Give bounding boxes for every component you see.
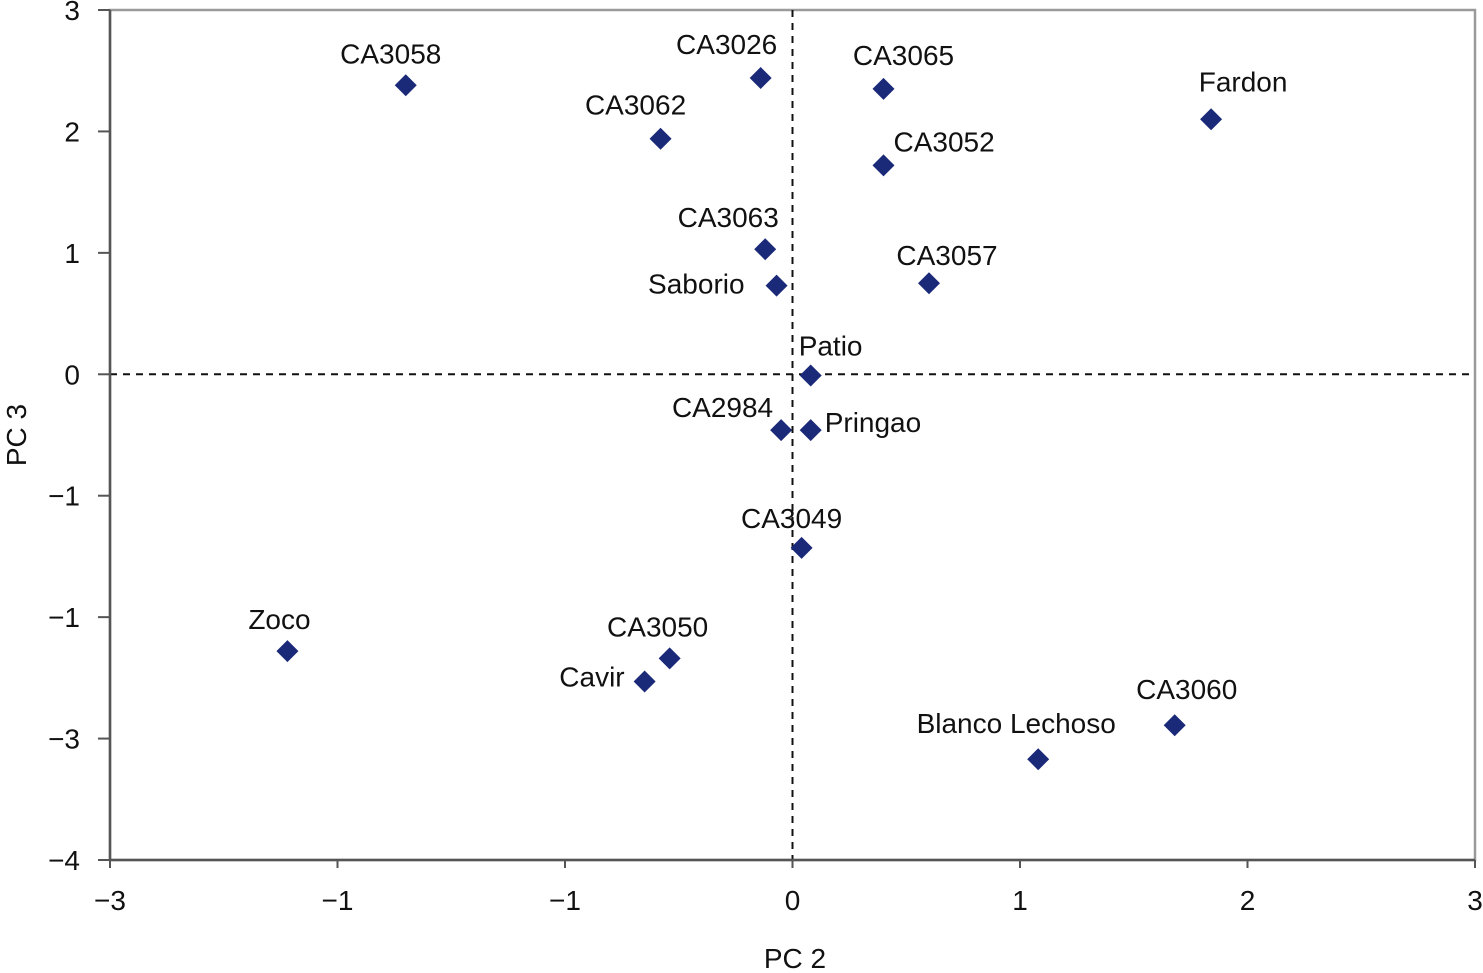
- data-point-ca3060: [1163, 714, 1186, 737]
- point-label: CA3058: [340, 38, 441, 69]
- plot-area: [108, 8, 1477, 862]
- data-point-blanco-lechoso: [1027, 748, 1050, 771]
- x-tick-label: −1: [549, 885, 581, 916]
- data-point-pringao: [799, 419, 822, 442]
- data-point-cavir: [633, 670, 656, 693]
- y-tick-label: 2: [64, 116, 80, 147]
- axes: [108, 10, 1475, 862]
- point-label: CA3049: [741, 503, 842, 534]
- point-label: CA3052: [894, 126, 995, 157]
- point-label: CA2984: [672, 392, 773, 423]
- point-label: CA3062: [585, 90, 686, 121]
- y-tick-label: −4: [48, 845, 80, 876]
- data-point-ca3052: [872, 154, 895, 177]
- point-label: CA3050: [607, 611, 708, 642]
- point-label: CA3057: [896, 240, 997, 271]
- data-point-ca3050: [658, 647, 681, 670]
- x-tick-label: −3: [94, 885, 126, 916]
- point-label: Patio: [799, 331, 863, 362]
- point-label: Pringao: [825, 407, 922, 438]
- data-point-fardon: [1200, 108, 1223, 131]
- data-point-patio: [799, 364, 822, 387]
- y-tick-label: 3: [64, 0, 80, 26]
- data-point-ca3049: [790, 536, 813, 559]
- data-points: [276, 67, 1223, 771]
- data-point-saborio: [765, 274, 788, 297]
- y-axis-title: PC 3: [1, 404, 32, 466]
- x-tick-label: 3: [1467, 885, 1483, 916]
- data-point-ca2984: [770, 419, 793, 442]
- y-tick-label: −1: [48, 481, 80, 512]
- y-tick-label: −1: [48, 602, 80, 633]
- x-axis-ticks: −3 −1 −1 0 1 2 3: [94, 860, 1483, 916]
- data-point-ca3065: [872, 77, 895, 100]
- x-axis-title: PC 2: [764, 943, 826, 973]
- y-axis-ticks: −4 −3 −1 −1 0 1 2 3: [48, 0, 110, 876]
- data-point-zoco: [276, 640, 299, 663]
- point-label: CA3063: [678, 202, 779, 233]
- point-label: CA3060: [1136, 674, 1237, 705]
- data-point-ca3058: [394, 74, 417, 97]
- x-tick-label: 2: [1240, 885, 1256, 916]
- point-label: Cavir: [559, 662, 624, 693]
- reference-lines: [110, 10, 1475, 860]
- point-label: CA3065: [853, 40, 954, 71]
- point-labels: CA3058 CA3026 CA3065 Fardon CA3062 CA3052 CA30…: [248, 29, 1287, 739]
- data-point-ca3057: [918, 272, 940, 295]
- point-label: Blanco Lechoso: [917, 708, 1116, 739]
- y-tick-label: 1: [64, 238, 80, 269]
- x-tick-label: −1: [322, 885, 354, 916]
- y-tick-label: −3: [48, 724, 80, 755]
- point-label: Zoco: [248, 604, 310, 635]
- point-label: Fardon: [1199, 66, 1288, 97]
- x-tick-label: 1: [1012, 885, 1028, 916]
- y-tick-label: 0: [64, 359, 80, 390]
- data-point-ca3026: [749, 67, 772, 89]
- data-point-ca3063: [754, 238, 777, 261]
- point-label: CA3026: [676, 29, 777, 60]
- point-label: Saborio: [648, 269, 745, 300]
- data-point-ca3062: [649, 127, 672, 150]
- x-tick-label: 0: [785, 885, 801, 916]
